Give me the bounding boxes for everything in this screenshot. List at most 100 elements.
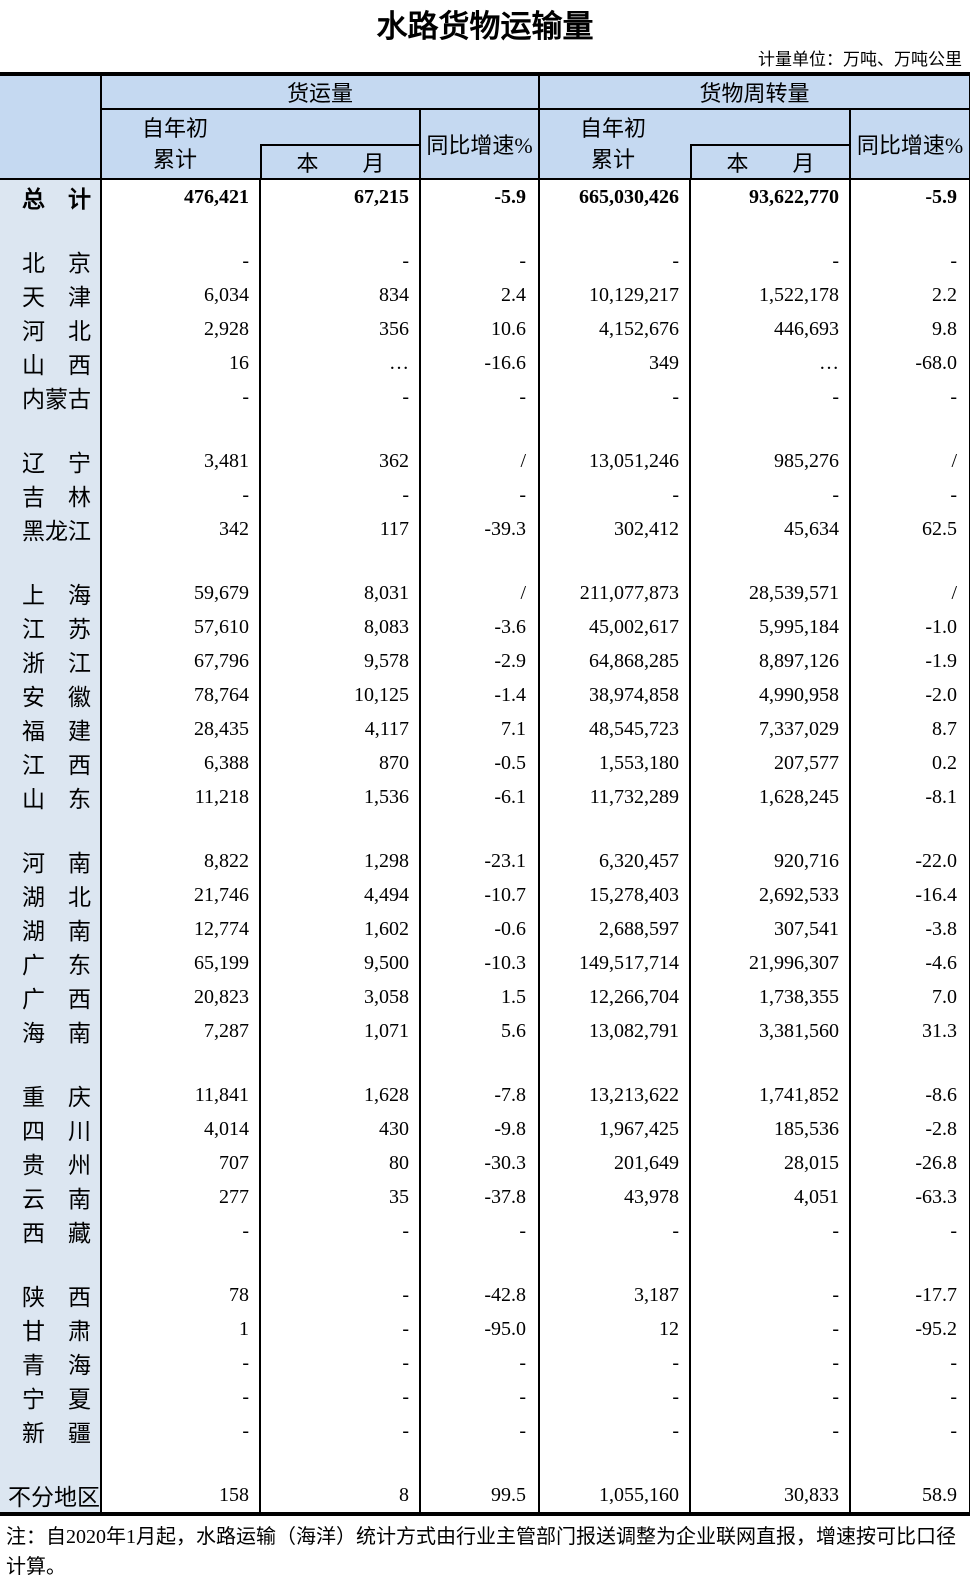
spacer-row (0, 1448, 970, 1478)
value-cell (539, 1448, 691, 1478)
value-cell: - (101, 478, 261, 512)
value-cell: - (101, 380, 261, 414)
value-cell: 45,634 (690, 512, 851, 546)
table-row: 山 东 11,218 1,536 -6.1 11,732,289 1,628,245 -8.… (0, 780, 970, 814)
value-cell: 985,276 (690, 444, 851, 478)
value-cell: 1,602 (260, 912, 421, 946)
table-row: 河 南 8,822 1,298 -23.1 6,320,457 920,716 -22.0 (0, 844, 970, 878)
value-cell: -26.8 (915, 1151, 958, 1174)
region-cell: 河 南 (0, 844, 102, 878)
value-cell: -8.1 (925, 785, 958, 808)
value-cell: 3,058 (260, 980, 421, 1014)
value-cell: 67,215 (260, 179, 421, 214)
value-cell: - (539, 1214, 691, 1248)
value-cell: - (260, 1214, 421, 1248)
value-cell: 13,213,622 (539, 1078, 691, 1112)
value-cell: 1,522,178 (690, 278, 851, 312)
value-cell: 15,278,403 (539, 878, 691, 912)
value-cell: - (420, 1380, 540, 1414)
table-row: 新 疆------ (0, 1414, 970, 1448)
value-cell: -1.9 (925, 649, 958, 672)
value-cell (101, 1448, 261, 1478)
month-header-box: 本 月 (690, 144, 849, 178)
value-cell: 834 (260, 278, 421, 312)
value-cell (850, 1048, 970, 1078)
value-cell: 3,381,560 (690, 1014, 851, 1048)
value-cell (101, 1048, 261, 1078)
value-cell (420, 546, 540, 576)
footnote: 注：自2020年1月起，水路运输（海洋）统计方式由行业主管部门报送调整为企业联网… (6, 1526, 956, 1578)
region-cell: 黑龙江 (0, 512, 102, 546)
value-cell: 59,679 (101, 576, 261, 610)
table-row: 不分地区 158 8 99.5 1,055,160 30,833 58.9 (0, 1478, 970, 1514)
value-cell: 7.1 (420, 712, 540, 746)
value-cell: -6.1 (420, 780, 540, 814)
value-cell: - (420, 380, 540, 414)
value-cell: 8 (260, 1478, 421, 1514)
value-cell: 5.6 (420, 1014, 540, 1048)
table-row: 广 东 65,199 9,500 -10.3 149,517,714 21,996,307… (0, 946, 970, 980)
value-cell (260, 814, 421, 844)
value-cell: 2,692,533 (690, 878, 851, 912)
value-cell: -63.3 (915, 1185, 958, 1208)
value-cell: 3,187 (539, 1278, 691, 1312)
region-cell (0, 214, 102, 244)
region-cell: 不分地区 (0, 1478, 102, 1514)
region-cell (0, 546, 102, 576)
value-cell: 8,897,126 (690, 644, 851, 678)
value-cell: 1 (101, 1312, 261, 1346)
table-row: 安 徽 78,764 10,125 -1.4 38,974,858 4,990,958 -2… (0, 678, 970, 712)
value-cell: 12,774 (101, 912, 261, 946)
value-cell: 920,716 (690, 844, 851, 878)
value-cell: 277 (101, 1180, 261, 1214)
value-cell: 3,481 (101, 444, 261, 478)
value-cell: -10.7 (420, 878, 540, 912)
value-cell: - (690, 1380, 851, 1414)
region-cell: 青 海 (0, 1346, 102, 1380)
value-cell: 7,287 (101, 1014, 261, 1048)
value-cell: 2,928 (101, 312, 261, 346)
value-cell: 211,077,873 (539, 576, 691, 610)
value-cell: - (101, 1346, 261, 1380)
value-cell (420, 814, 540, 844)
region-cell: 四 川 (0, 1112, 102, 1146)
value-cell (260, 1048, 421, 1078)
value-cell (850, 814, 970, 844)
region-cell: 河 北 (0, 312, 102, 346)
freight-turnover-header: 货物周转量 (537, 74, 970, 110)
region-cell (0, 814, 102, 844)
value-cell: 356 (260, 312, 421, 346)
value-cell: -23.1 (420, 844, 540, 878)
value-cell: - (690, 1214, 851, 1248)
value-cell: 11,841 (101, 1078, 261, 1112)
value-cell: 1,741,852 (690, 1078, 851, 1112)
value-cell: - (950, 483, 958, 506)
value-cell: -2.0 (925, 683, 958, 706)
value-cell: 93,622,770 (690, 179, 851, 214)
table-row: 宁 夏------ (0, 1380, 970, 1414)
value-cell: - (101, 1214, 261, 1248)
value-cell: 2,688,597 (539, 912, 691, 946)
value-cell: / (951, 581, 958, 604)
value-cell: 476,421 (101, 179, 261, 214)
value-cell: - (260, 478, 421, 512)
value-cell: 4,117 (260, 712, 421, 746)
value-cell: 9,500 (260, 946, 421, 980)
region-cell: 广 西 (0, 980, 102, 1014)
value-cell: -17.7 (915, 1283, 958, 1306)
value-cell: 10.6 (420, 312, 540, 346)
table-row: 西 藏------ (0, 1214, 970, 1248)
value-cell: 4,990,958 (690, 678, 851, 712)
value-cell: - (260, 380, 421, 414)
value-cell: 207,577 (690, 746, 851, 780)
freight-volume-header: 货运量 (101, 74, 539, 110)
region-cell: 广 东 (0, 946, 102, 980)
value-cell (690, 814, 851, 844)
value-cell: - (690, 1414, 851, 1448)
value-cell: 28,539,571 (690, 576, 851, 610)
value-cell: / (420, 576, 540, 610)
value-cell: - (420, 1414, 540, 1448)
value-cell: 12 (539, 1312, 691, 1346)
region-cell (0, 414, 102, 444)
table-row: 甘 肃 1- -95.0 12- -95.2 (0, 1312, 970, 1346)
